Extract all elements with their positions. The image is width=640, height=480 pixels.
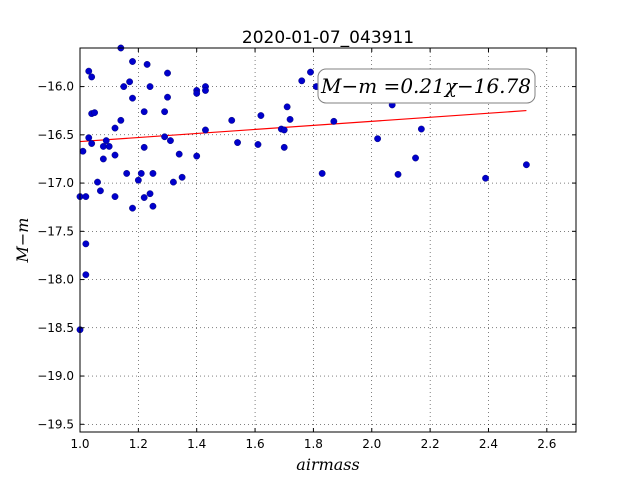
x-axis-label: airmass xyxy=(296,455,359,474)
data-point xyxy=(140,143,148,151)
axis-ticks: 1.0 1.2 1.4 1.6 1.8 2.0 2.2 2.4 2.6 −16.0 −16.5 −17… xyxy=(37,48,576,451)
data-point xyxy=(178,173,186,181)
data-point xyxy=(97,187,104,195)
x-tick-label: 2.6 xyxy=(537,437,556,451)
data-point xyxy=(318,170,326,177)
y-tick-label: −16.0 xyxy=(37,80,74,94)
plot-frame xyxy=(79,47,577,433)
data-point xyxy=(280,126,288,134)
data-point xyxy=(111,124,119,132)
data-point xyxy=(307,68,314,76)
data-point xyxy=(202,87,209,94)
data-point xyxy=(149,202,157,210)
y-tick-label: −17.0 xyxy=(37,176,74,190)
data-point xyxy=(111,193,119,200)
data-point xyxy=(99,143,107,150)
fit-annotation: M−m =0.21χ−16.78 xyxy=(317,68,536,104)
data-point xyxy=(257,112,265,119)
data-point xyxy=(129,58,136,65)
data-point xyxy=(146,190,154,198)
data-point xyxy=(167,137,174,145)
data-point xyxy=(85,134,93,142)
grid-lines xyxy=(79,48,576,432)
y-tick-label: −18.0 xyxy=(37,273,74,287)
data-point xyxy=(175,150,183,158)
data-point xyxy=(126,78,134,86)
data-point xyxy=(99,155,107,163)
data-point xyxy=(140,108,148,116)
data-point xyxy=(394,170,402,178)
data-point xyxy=(88,73,96,81)
data-point xyxy=(102,137,110,145)
data-point xyxy=(169,178,177,186)
data-point xyxy=(111,151,119,159)
x-tick-label: 1.6 xyxy=(246,437,265,451)
data-point xyxy=(164,69,171,77)
data-point xyxy=(523,161,530,169)
data-point xyxy=(82,193,90,200)
data-point xyxy=(143,61,151,68)
data-points xyxy=(76,44,530,334)
fit-line-group xyxy=(79,109,527,143)
data-point xyxy=(79,147,87,155)
y-tick-label: −19.5 xyxy=(37,417,74,431)
data-point xyxy=(140,194,148,201)
x-tick-label: 1.0 xyxy=(70,437,89,451)
data-point xyxy=(146,83,154,90)
data-point xyxy=(117,116,125,124)
x-tick-label: 2.0 xyxy=(362,437,381,451)
data-point xyxy=(193,152,201,160)
data-point xyxy=(85,67,93,75)
data-point xyxy=(417,125,425,133)
data-point xyxy=(482,174,489,182)
y-tick-label: −18.5 xyxy=(37,321,74,335)
y-tick-label: −17.5 xyxy=(37,224,74,238)
data-point xyxy=(193,89,201,97)
y-axis-label: M−m xyxy=(13,218,32,264)
y-tick-label: −16.5 xyxy=(37,128,74,142)
data-point xyxy=(129,94,136,102)
data-point xyxy=(202,126,209,134)
data-point xyxy=(129,204,136,212)
data-point xyxy=(91,109,98,117)
data-point xyxy=(149,170,157,177)
data-point xyxy=(161,133,169,141)
data-point xyxy=(228,116,236,124)
data-point xyxy=(164,93,171,101)
x-tick-label: 2.2 xyxy=(421,437,440,451)
x-tick-label: 1.4 xyxy=(187,437,206,451)
x-tick-label: 1.2 xyxy=(129,437,148,451)
data-point xyxy=(286,115,294,123)
x-tick-label: 2.4 xyxy=(479,437,498,451)
data-point xyxy=(374,135,381,143)
data-point xyxy=(120,83,128,90)
data-point xyxy=(105,143,113,150)
annotation-box xyxy=(317,68,536,104)
data-point xyxy=(137,170,145,177)
data-point xyxy=(412,154,419,162)
data-point xyxy=(161,108,169,116)
data-point xyxy=(298,77,306,85)
data-point xyxy=(88,140,96,147)
fit-line xyxy=(79,109,527,143)
data-point xyxy=(280,143,288,151)
data-point xyxy=(82,271,90,279)
x-tick-label: 1.8 xyxy=(304,437,323,451)
data-point xyxy=(283,103,291,111)
data-point xyxy=(254,141,262,148)
data-point xyxy=(123,170,131,177)
y-tick-label: −19.0 xyxy=(37,369,74,383)
data-point xyxy=(82,240,90,248)
data-point xyxy=(94,178,101,186)
data-point xyxy=(134,176,142,184)
data-point xyxy=(234,139,241,146)
chart-title: 2020-01-07_043911 xyxy=(242,28,414,48)
annotation-text: M−m =0.21χ−16.78 xyxy=(320,74,531,98)
data-point xyxy=(330,117,338,125)
